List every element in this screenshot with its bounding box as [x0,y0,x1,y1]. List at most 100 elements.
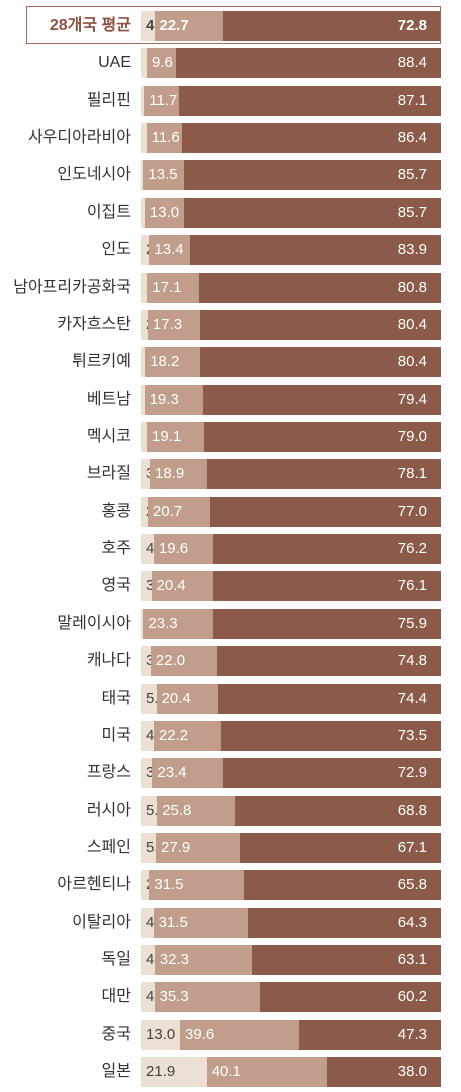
bar-segment-2 [156,683,219,714]
data-label: 76.2 [397,540,427,557]
bar-segment-1 [141,1019,181,1050]
bar-segment-2 [151,571,214,602]
bar-segment-2 [156,832,241,863]
data-label: 21.9 [146,1063,176,1081]
category-label: 인도 [101,241,131,259]
bar-segment-2 [152,758,223,789]
bar-segment-1 [141,48,148,79]
data-label: 11.6 [151,129,180,147]
category-label: 이탈리아 [72,913,131,931]
category-label: 스페인 [86,838,131,856]
bar-segment-2 [157,795,235,826]
bar-row: 브라질3.018.978.1 [0,456,461,492]
data-label: 75.9 [397,614,427,632]
bar-row: 일본 21.9 40.1 38.0 [0,1054,461,1090]
bar-segment-1 [141,1057,208,1088]
bar-segment-2 [154,11,223,41]
bar-segment-1 [141,608,144,639]
category-label: 독일 [101,951,131,968]
category-label: 대만 [101,988,131,1006]
bar-segment-1 [141,422,148,452]
category-label: 중국 [101,1025,131,1043]
data-label: 23.4 [157,764,187,782]
data-label: 80.4 [397,353,427,371]
bar-segment-1 [141,123,148,154]
bar-segment-3 [198,272,442,303]
bar-row: 중국 13.0 39.6 47.3 [0,1017,461,1053]
bar-segment-1 [141,235,150,266]
bar-segment-3 [199,309,442,340]
bar-row: 스페인5.027.967.1 [0,830,461,866]
bar-segment-2 [153,720,221,751]
bar-segment-1 [141,496,149,527]
data-label: 85.7 [397,203,427,221]
data-label: 80.8 [397,278,427,296]
bar-segment-2 [147,48,177,79]
bar-segment-3 [222,758,442,789]
bar-segment-1 [141,646,152,677]
data-label: 86.4 [397,129,427,147]
bar-segment-1 [141,459,151,490]
category-label: 튀르키예 [72,353,131,371]
bar-row: UAE2.09.688.4 [0,45,461,81]
bar-segment-2 [147,272,199,303]
bar-segment-2 [150,459,208,490]
bar-row: 카자흐스탄2.317.380.4 [0,307,461,343]
bar-row: 미국4.322.273.5 [0,718,461,754]
bar-segment-3 [204,422,442,452]
data-label: 20.7 [152,502,183,520]
data-label: 85.7 [397,166,427,184]
bar-row: 말레이시아0.823.375.9 [0,606,461,642]
bar-segment-1 [141,720,155,751]
data-label: 17.1 [152,278,182,296]
data-label: 77.0 [397,502,427,520]
data-label: 19.1 [152,428,182,445]
bar-segment-1 [141,309,149,340]
bar-segment-3 [213,608,442,639]
data-label: 76.1 [397,577,427,595]
bar-segment-3 [179,85,442,116]
bar-segment-3 [298,1019,442,1050]
bar-row: 인도2.813.483.9 [0,232,461,268]
bar-segment-3 [243,870,442,901]
data-label: 79.4 [397,390,427,408]
data-label: 31.5 [154,876,184,894]
category-label: 28개국 평균 [49,17,131,34]
bar-segment-3 [210,496,442,527]
bar-segment-2 [144,384,203,415]
bar-segment-2 [206,1057,328,1088]
data-label: 22.7 [159,17,189,34]
bar-row: 대만4.535.360.2 [0,979,461,1015]
bar-row: 남아프리카공화국2.117.180.8 [0,270,461,306]
bar-segment-2 [154,945,253,975]
data-label: 72.9 [397,764,427,782]
category-label: 카자흐스탄 [57,315,131,333]
bar-segment-3 [251,945,442,975]
bar-segment-1 [141,85,145,116]
bar-segment-2 [153,534,213,564]
category-label: 인도네시아 [57,166,131,184]
data-label: 65.8 [397,876,427,894]
bar-row: 러시아5.425.868.8 [0,793,461,829]
bar-row: 태국5.220.474.4 [0,681,461,717]
bar-row: 아르헨티나2.831.565.8 [0,867,461,903]
bar-segment-1 [141,795,158,826]
category-label: 러시아 [86,801,131,819]
category-label: 프랑스 [86,764,131,782]
bar-segment-2 [154,982,261,1013]
category-label: 사우디아라비아 [27,129,131,147]
data-label: 11.7 [149,91,178,109]
bar-segment-2 [143,608,214,639]
data-label: 31.5 [158,913,188,931]
bar-segment-2 [153,907,249,938]
bar-segment-3 [234,795,442,826]
category-label: 멕시코 [86,428,131,445]
bar-segment-3 [202,384,442,415]
data-label: 13.0 [149,203,180,221]
bar-segment-3 [260,982,442,1013]
bar-segment-1 [141,683,157,714]
category-label: 말레이시아 [57,614,131,632]
bar-segment-1 [141,197,146,228]
